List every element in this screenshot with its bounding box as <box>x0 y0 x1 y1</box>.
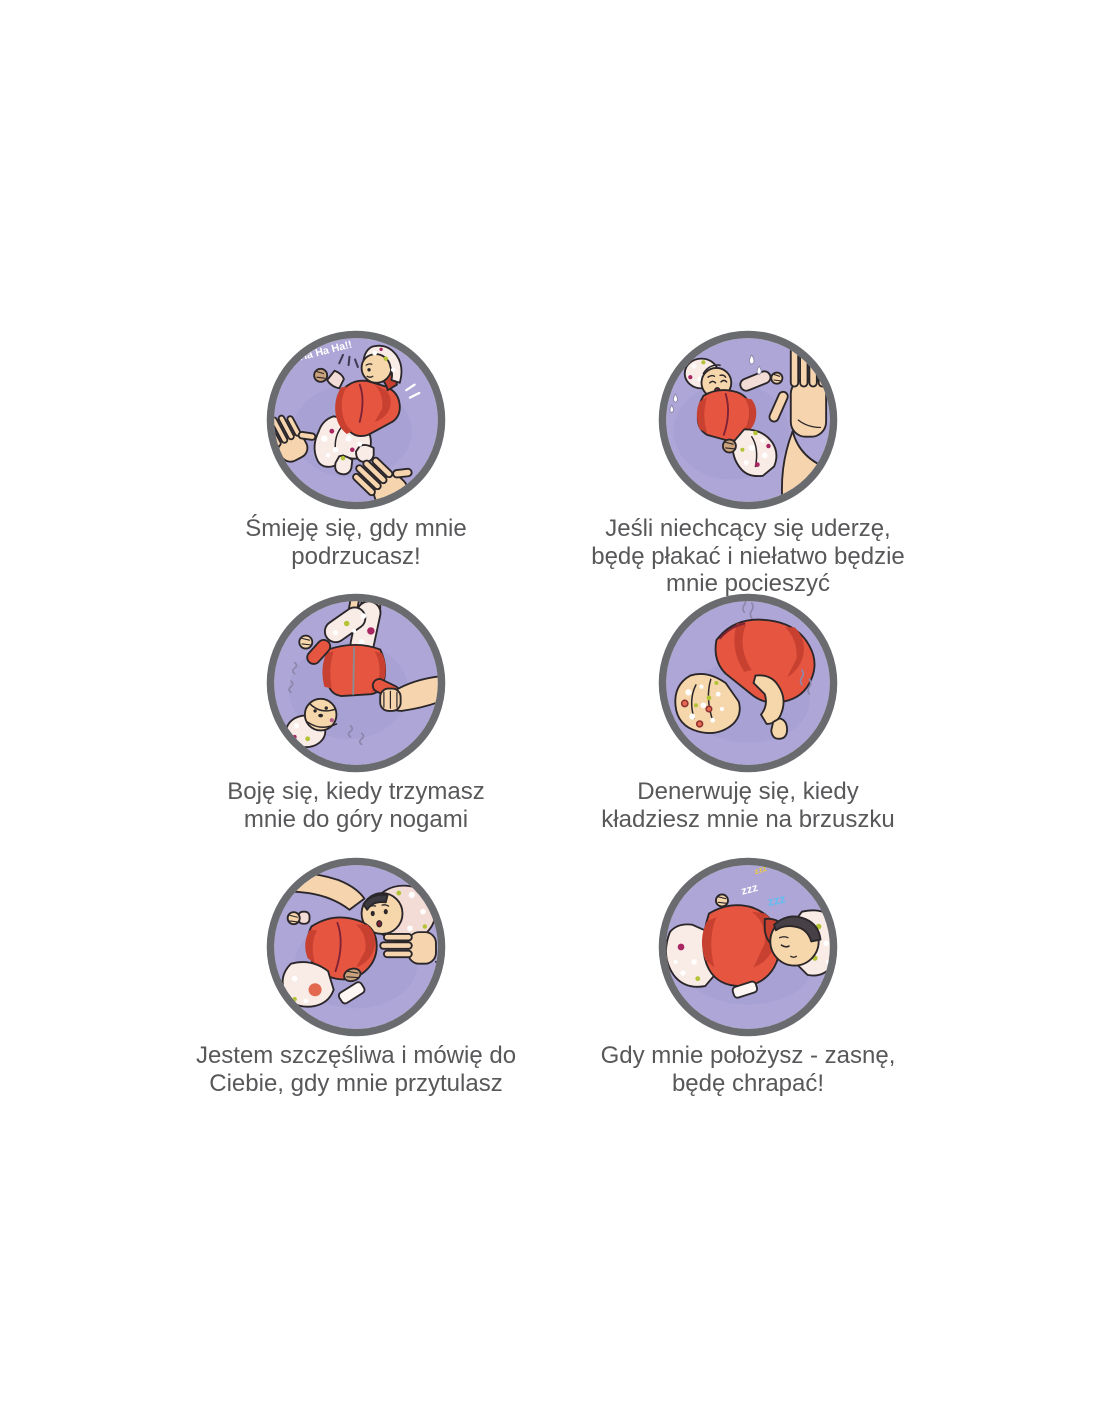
panel-tossed-in-air: Ha Ha Ha!! <box>164 327 548 570</box>
caption-line: mnie pocieszyć <box>665 570 831 597</box>
caption-line: Jestem szczęśliwa i mówię do <box>195 1042 517 1069</box>
caption-line: Ciebie, gdy mnie przytulasz <box>209 1069 503 1097</box>
caption-line: mnie do góry nogami <box>243 805 469 833</box>
caption-line: Śmieję się, gdy mnie <box>245 515 467 542</box>
catching-hands <box>274 414 413 502</box>
caption-accidental-hit: Jeśli niechcący się uderzę, będę płakać … <box>591 515 905 598</box>
illustration-upside-down <box>263 590 449 776</box>
baby-figure <box>313 344 403 476</box>
adult-forearm <box>379 674 438 712</box>
caption-on-tummy: Denerwuję się, kiedy kładziesz mnie na b… <box>601 778 894 833</box>
caption-line: Gdy mnie położysz - zasnę, <box>600 1042 896 1069</box>
caption-sleeping: Gdy mnie położysz - zasnę, będę chrapać! <box>601 1042 896 1097</box>
caption-line: Jeśli niechcący się uderzę, <box>605 515 891 542</box>
adult-hand <box>379 931 438 976</box>
excitement-marks-icon <box>338 353 359 369</box>
zzz-icons: zzz zzz zzz <box>740 863 787 909</box>
caption-upside-down: Boję się, kiedy trzymasz mnie do góry no… <box>227 778 484 833</box>
tear-drops-icon <box>669 354 762 414</box>
caption-line: będę płakać i niełatwo będzie <box>591 542 905 570</box>
tremble-marks-icon <box>742 601 812 695</box>
caption-line: kładziesz mnie na brzuszku <box>601 805 895 833</box>
zzz-text-white: zzz <box>740 882 760 898</box>
zzz-text-blue: zzz <box>766 892 787 909</box>
baby-figure <box>674 618 816 740</box>
caption-line: Denerwuję się, kiedy <box>637 778 859 805</box>
panel-upside-down: Boję się, kiedy trzymasz mnie do góry no… <box>164 590 548 833</box>
baby-figure <box>683 357 784 478</box>
caption-line: będę chrapać! <box>671 1069 825 1097</box>
illustration-cuddled <box>263 854 449 1040</box>
tremble-marks-icon <box>288 661 365 746</box>
caption-tossed-in-air: Śmieję się, gdy mnie podrzucasz! <box>245 515 466 570</box>
panel-accidental-hit: Jeśli niechcący się uderzę, będę płakać … <box>556 327 940 598</box>
caption-cuddled: Jestem szczęśliwa i mówię do Ciebie, gdy… <box>196 1042 516 1097</box>
illustration-on-tummy <box>655 590 841 776</box>
panel-cuddled: Jestem szczęśliwa i mówię do Ciebie, gdy… <box>164 854 548 1097</box>
panel-sleeping: zzz zzz zzz Gdy mnie położysz - zasnę, b… <box>556 854 940 1097</box>
caption-line: Boję się, kiedy trzymasz <box>227 778 485 805</box>
baby-figure <box>281 884 436 1008</box>
illustration-accidental-hit <box>655 327 841 513</box>
caption-line: podrzucasz! <box>291 542 421 570</box>
illustration-sleeping: zzz zzz zzz <box>655 854 841 1040</box>
zzz-text-yellow: zzz <box>753 863 768 876</box>
illustration-tossed-in-air: Ha Ha Ha!! <box>263 327 449 513</box>
panel-on-tummy: Denerwuję się, kiedy kładziesz mnie na b… <box>556 590 940 833</box>
motion-marks-icon <box>405 383 421 399</box>
